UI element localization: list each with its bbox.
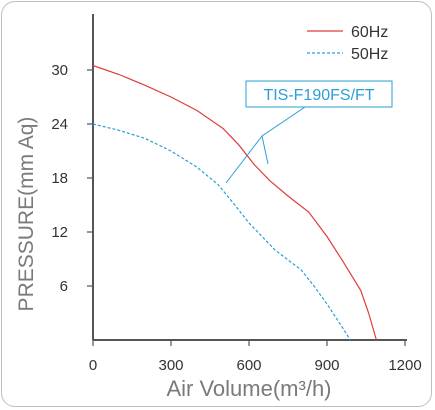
x-tick-label: 0 <box>89 357 97 374</box>
model-annotation: TIS-F190FS/FT <box>225 80 393 184</box>
y-tick-label: 12 <box>51 224 68 241</box>
annotation-box <box>245 80 393 108</box>
legend-label-50hz: 50Hz <box>351 46 388 63</box>
annotation-label: TIS-F190FS/FT <box>263 87 374 104</box>
series-line-60hz <box>92 64 377 341</box>
y-tick-label: 30 <box>51 62 68 79</box>
x-tick-label: 900 <box>314 357 339 374</box>
x-tick-label: 300 <box>158 357 183 374</box>
legend-label-60hz: 60Hz <box>351 24 388 41</box>
x-tick-label: 600 <box>236 357 261 374</box>
y-tick-label: 6 <box>60 278 68 295</box>
tick-labels: 0 300 600 900 1200 6 12 18 24 30 <box>51 62 421 374</box>
y-axis-label: PRESSURE(mm Aq) <box>15 117 38 312</box>
series-line-50hz <box>92 123 351 341</box>
annotation-leader-60hz <box>261 106 306 165</box>
y-tick-label: 18 <box>51 170 68 187</box>
x-tick-label: 1200 <box>388 357 421 374</box>
series-lines <box>92 64 377 341</box>
y-tick-label: 24 <box>51 116 68 133</box>
annotation-leader-50hz <box>225 135 263 184</box>
legend: 60Hz 50Hz <box>307 24 388 63</box>
x-axis-label: Air Volume(m³/h) <box>166 376 331 401</box>
